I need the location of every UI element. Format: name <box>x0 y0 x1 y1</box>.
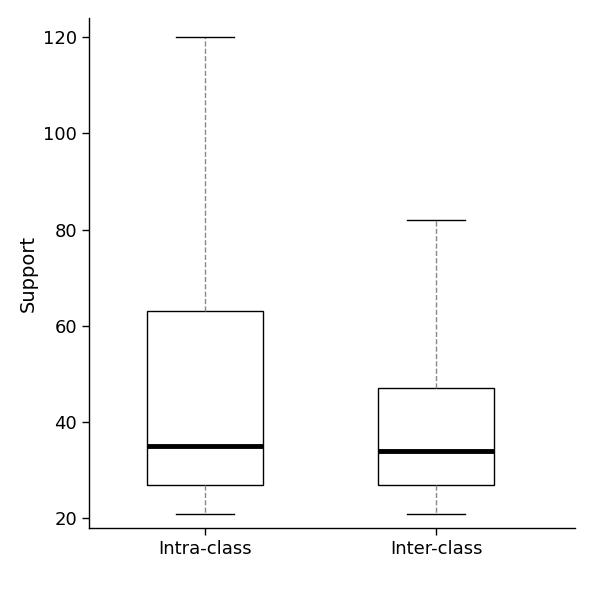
Polygon shape <box>378 388 494 485</box>
Polygon shape <box>147 311 263 485</box>
Y-axis label: Support: Support <box>18 235 37 311</box>
